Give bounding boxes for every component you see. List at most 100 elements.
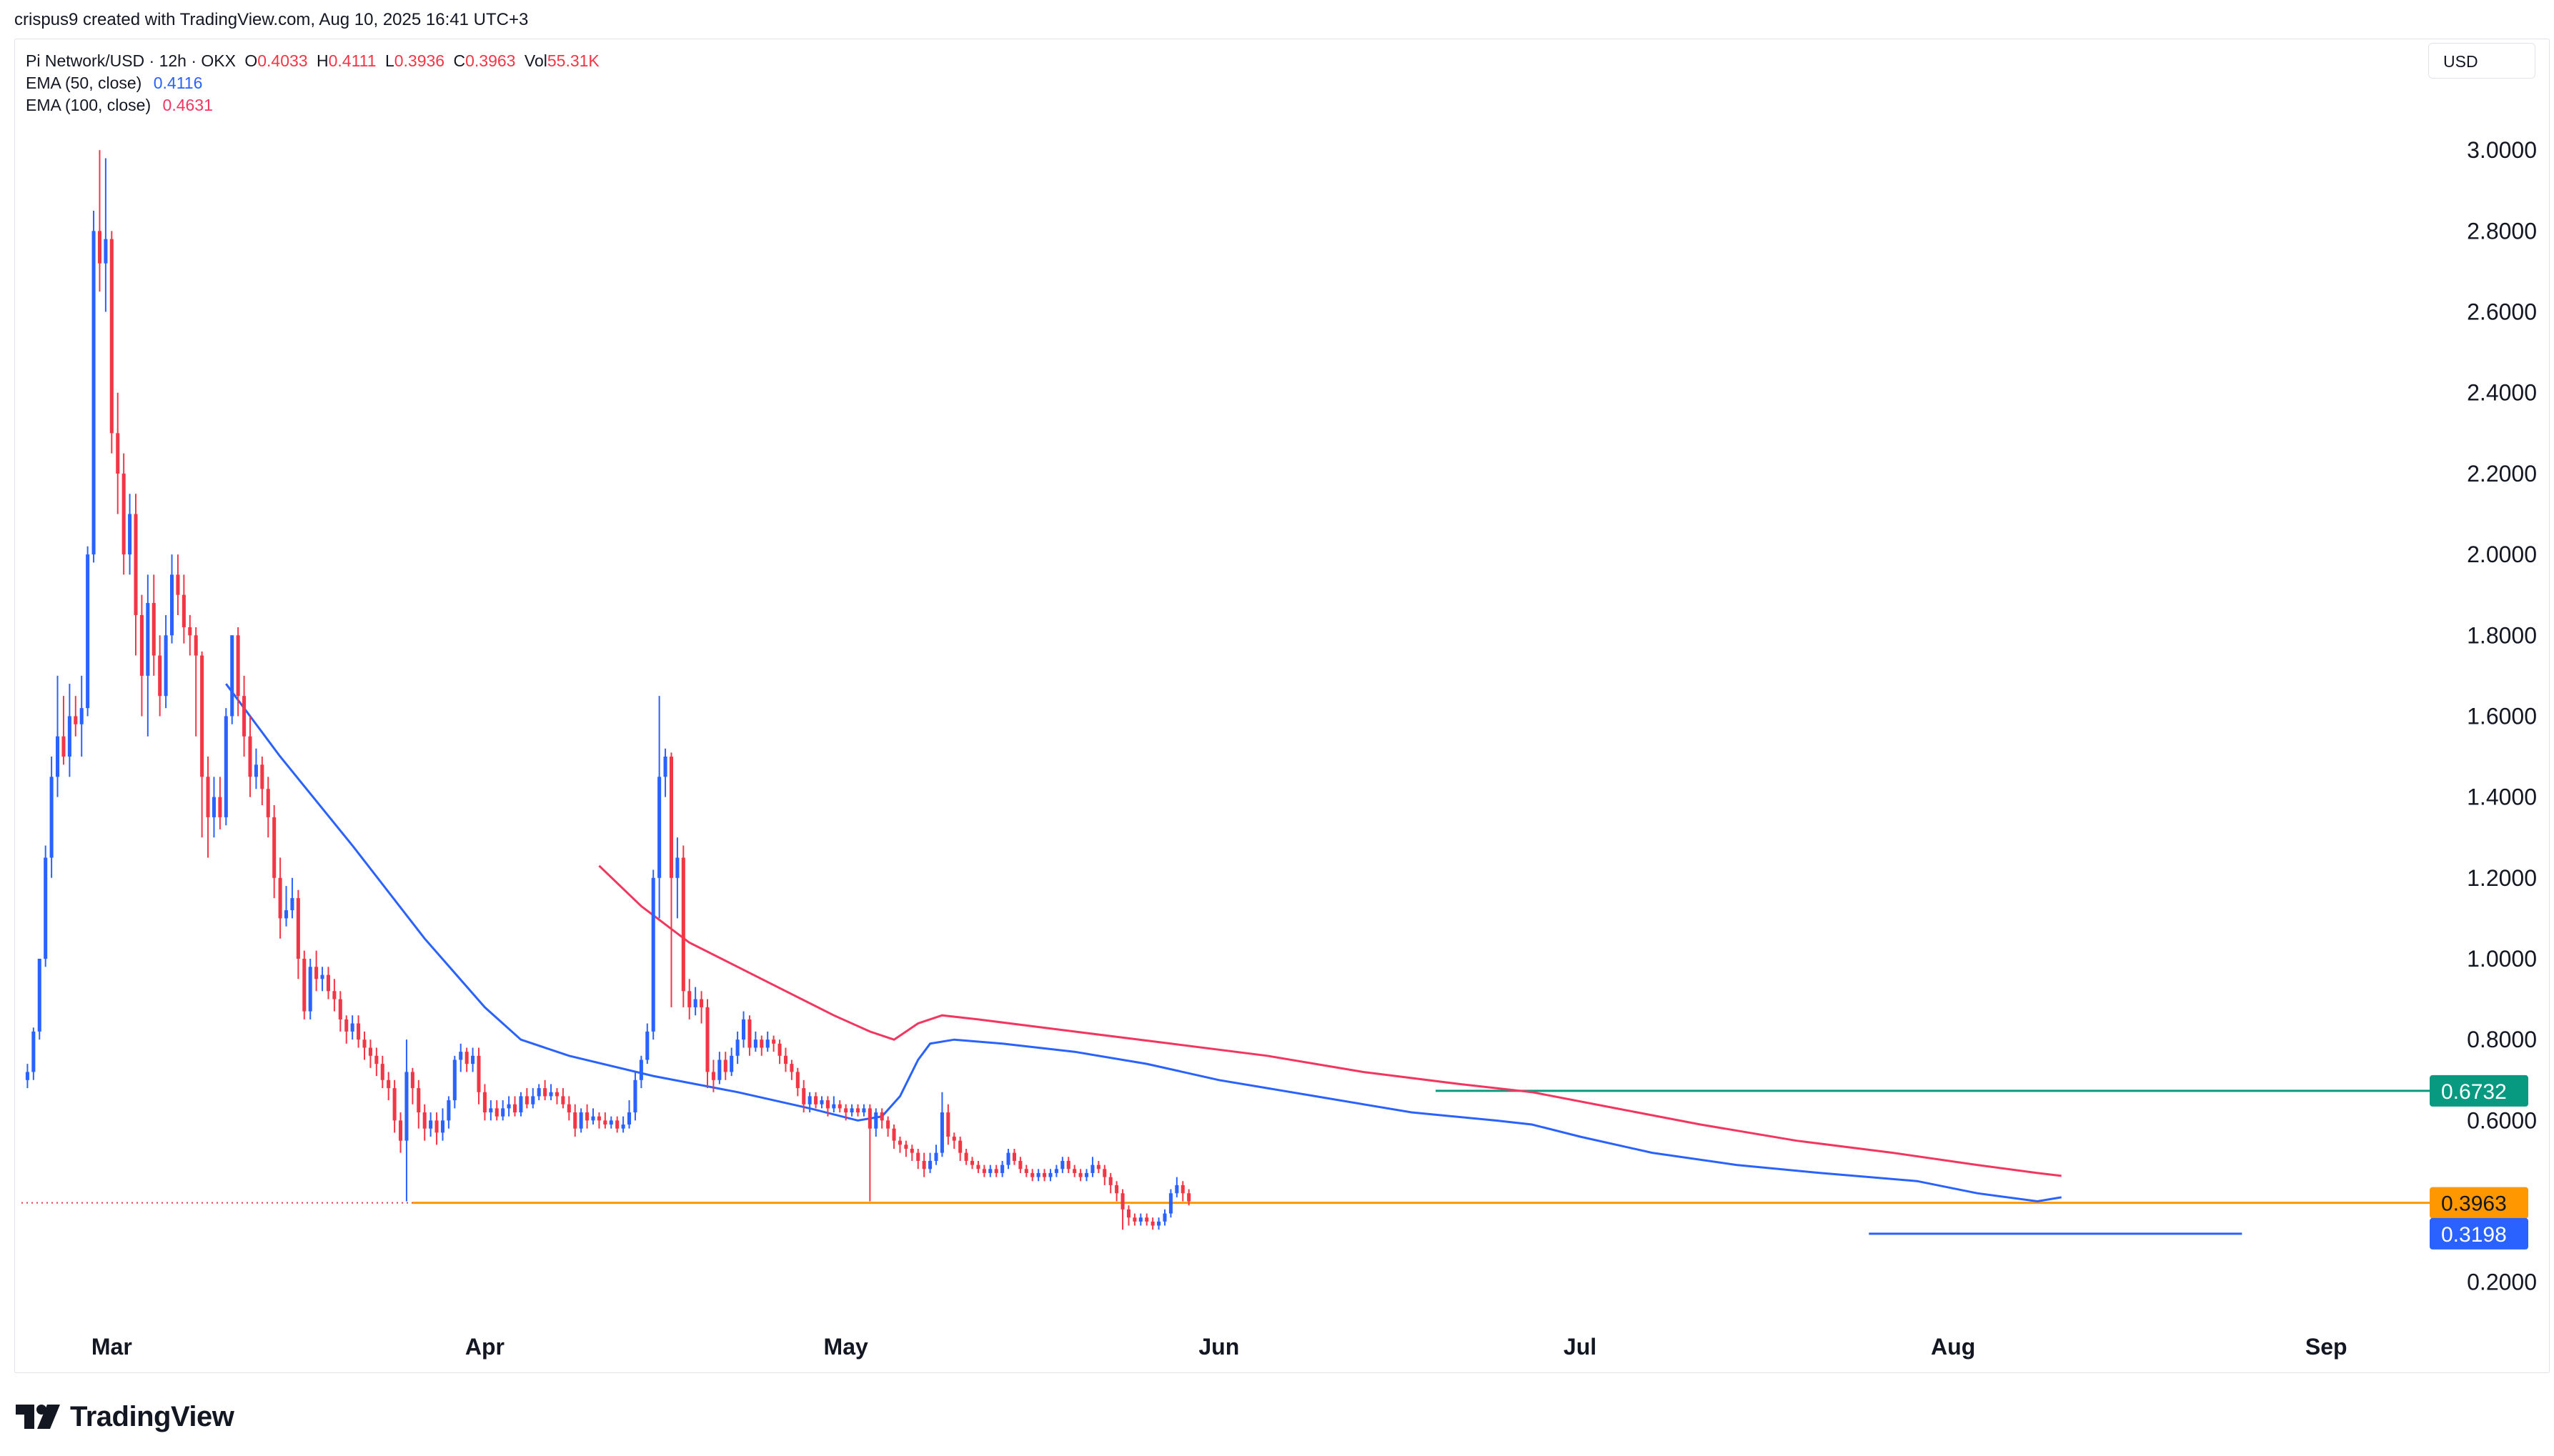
candle-body [1138, 1217, 1143, 1222]
candle [452, 1055, 457, 1109]
candle [910, 1145, 914, 1161]
chart-pane[interactable] [14, 39, 2550, 1373]
candle [982, 1165, 986, 1177]
candle [970, 1157, 975, 1170]
candle [1187, 1189, 1191, 1206]
candle-body [471, 1055, 475, 1064]
candle-body [1054, 1169, 1058, 1173]
candle [693, 987, 697, 1016]
candle [1085, 1169, 1089, 1182]
candle [958, 1136, 963, 1161]
candle-body [657, 777, 662, 878]
candle [525, 1088, 529, 1109]
candle [477, 1047, 481, 1105]
candle-body [742, 1019, 746, 1040]
candle-body [290, 898, 294, 911]
candle [1054, 1165, 1058, 1177]
candle-body [200, 655, 204, 777]
candle [862, 1104, 866, 1117]
candle [260, 757, 264, 805]
currency-selector[interactable]: USD [2428, 43, 2535, 79]
price-labels: 0.6732 0.3963 0.3198 [2430, 1074, 2528, 1250]
candle [892, 1125, 896, 1149]
candle [1036, 1169, 1040, 1182]
candle [399, 1112, 403, 1153]
candle [447, 1096, 451, 1129]
candle [368, 1039, 372, 1068]
candle [1048, 1169, 1053, 1182]
candle-body [37, 958, 41, 1032]
candle [603, 1112, 607, 1129]
candle [760, 1035, 764, 1056]
candle [1121, 1189, 1125, 1230]
candle-body [808, 1096, 812, 1105]
candle [471, 1047, 475, 1072]
candle [254, 748, 258, 789]
candle-body [97, 231, 101, 264]
candle-body [332, 991, 337, 999]
time-tick-label: Jul [1564, 1334, 1596, 1360]
price-tick-label: 1.6000 [2467, 703, 2537, 729]
candle-body [194, 635, 198, 656]
candle-body [928, 1160, 933, 1170]
candle-body [188, 627, 192, 636]
candle [922, 1152, 926, 1177]
candle [501, 1100, 505, 1121]
candle-body [711, 1072, 715, 1080]
candle [429, 1112, 433, 1137]
candle [783, 1047, 787, 1072]
candle-body [272, 817, 277, 878]
candle [904, 1140, 908, 1157]
candle-body [134, 514, 138, 615]
candle [681, 845, 685, 1007]
candle-body [314, 967, 319, 979]
candle [139, 594, 144, 717]
ema100-line[interactable] [598, 864, 2062, 1177]
candle-body [320, 974, 324, 979]
candle-body [772, 1039, 776, 1044]
price-tick-label: 2.4000 [2467, 380, 2537, 406]
ema50-row[interactable]: EMA (50, close) 0.4116 [26, 72, 600, 94]
ema50-label: EMA (50, close) [26, 74, 142, 92]
candle [880, 1108, 884, 1129]
candle [675, 837, 680, 919]
candle [1115, 1181, 1119, 1202]
candle-body [904, 1145, 908, 1149]
candle-body [832, 1104, 836, 1109]
candle-body [952, 1136, 956, 1141]
candle [218, 777, 222, 829]
candle-body [212, 797, 216, 817]
candle-body [645, 1031, 650, 1060]
ema100-row[interactable]: EMA (100, close) 0.4631 [26, 94, 600, 116]
price-axis: 0.2000 0.6000 0.8000 1.0000 1.2000 1.4000 1.60… [2467, 137, 2537, 1295]
candle-body [519, 1096, 523, 1113]
candle-body [79, 708, 84, 724]
candle [350, 1015, 354, 1040]
ema50-line[interactable] [225, 683, 2062, 1203]
candle [621, 1116, 625, 1133]
symbol-label[interactable]: Pi Network/USD · 12h · OKX [26, 51, 236, 70]
candle-body [916, 1152, 920, 1161]
candle [422, 1104, 427, 1141]
candle [91, 211, 96, 563]
candle-body [1000, 1165, 1005, 1173]
candle [573, 1104, 577, 1137]
candle [1145, 1213, 1149, 1226]
candle [730, 1047, 734, 1077]
candle [753, 1031, 757, 1052]
candle-body [850, 1108, 854, 1113]
candle-body [86, 554, 90, 709]
candle [609, 1116, 613, 1129]
candle-body [579, 1112, 583, 1129]
candle [1163, 1209, 1167, 1226]
candle-body [218, 797, 222, 817]
candle-body [44, 857, 48, 959]
candle-body [464, 1052, 469, 1064]
candle-body [753, 1039, 757, 1048]
candle-body [573, 1112, 577, 1129]
candle [507, 1096, 511, 1117]
candle [615, 1116, 620, 1133]
symbol-ohlc-row: Pi Network/USD · 12h · OKX O0.4033 H0.41… [26, 50, 600, 72]
candle [31, 1027, 36, 1080]
